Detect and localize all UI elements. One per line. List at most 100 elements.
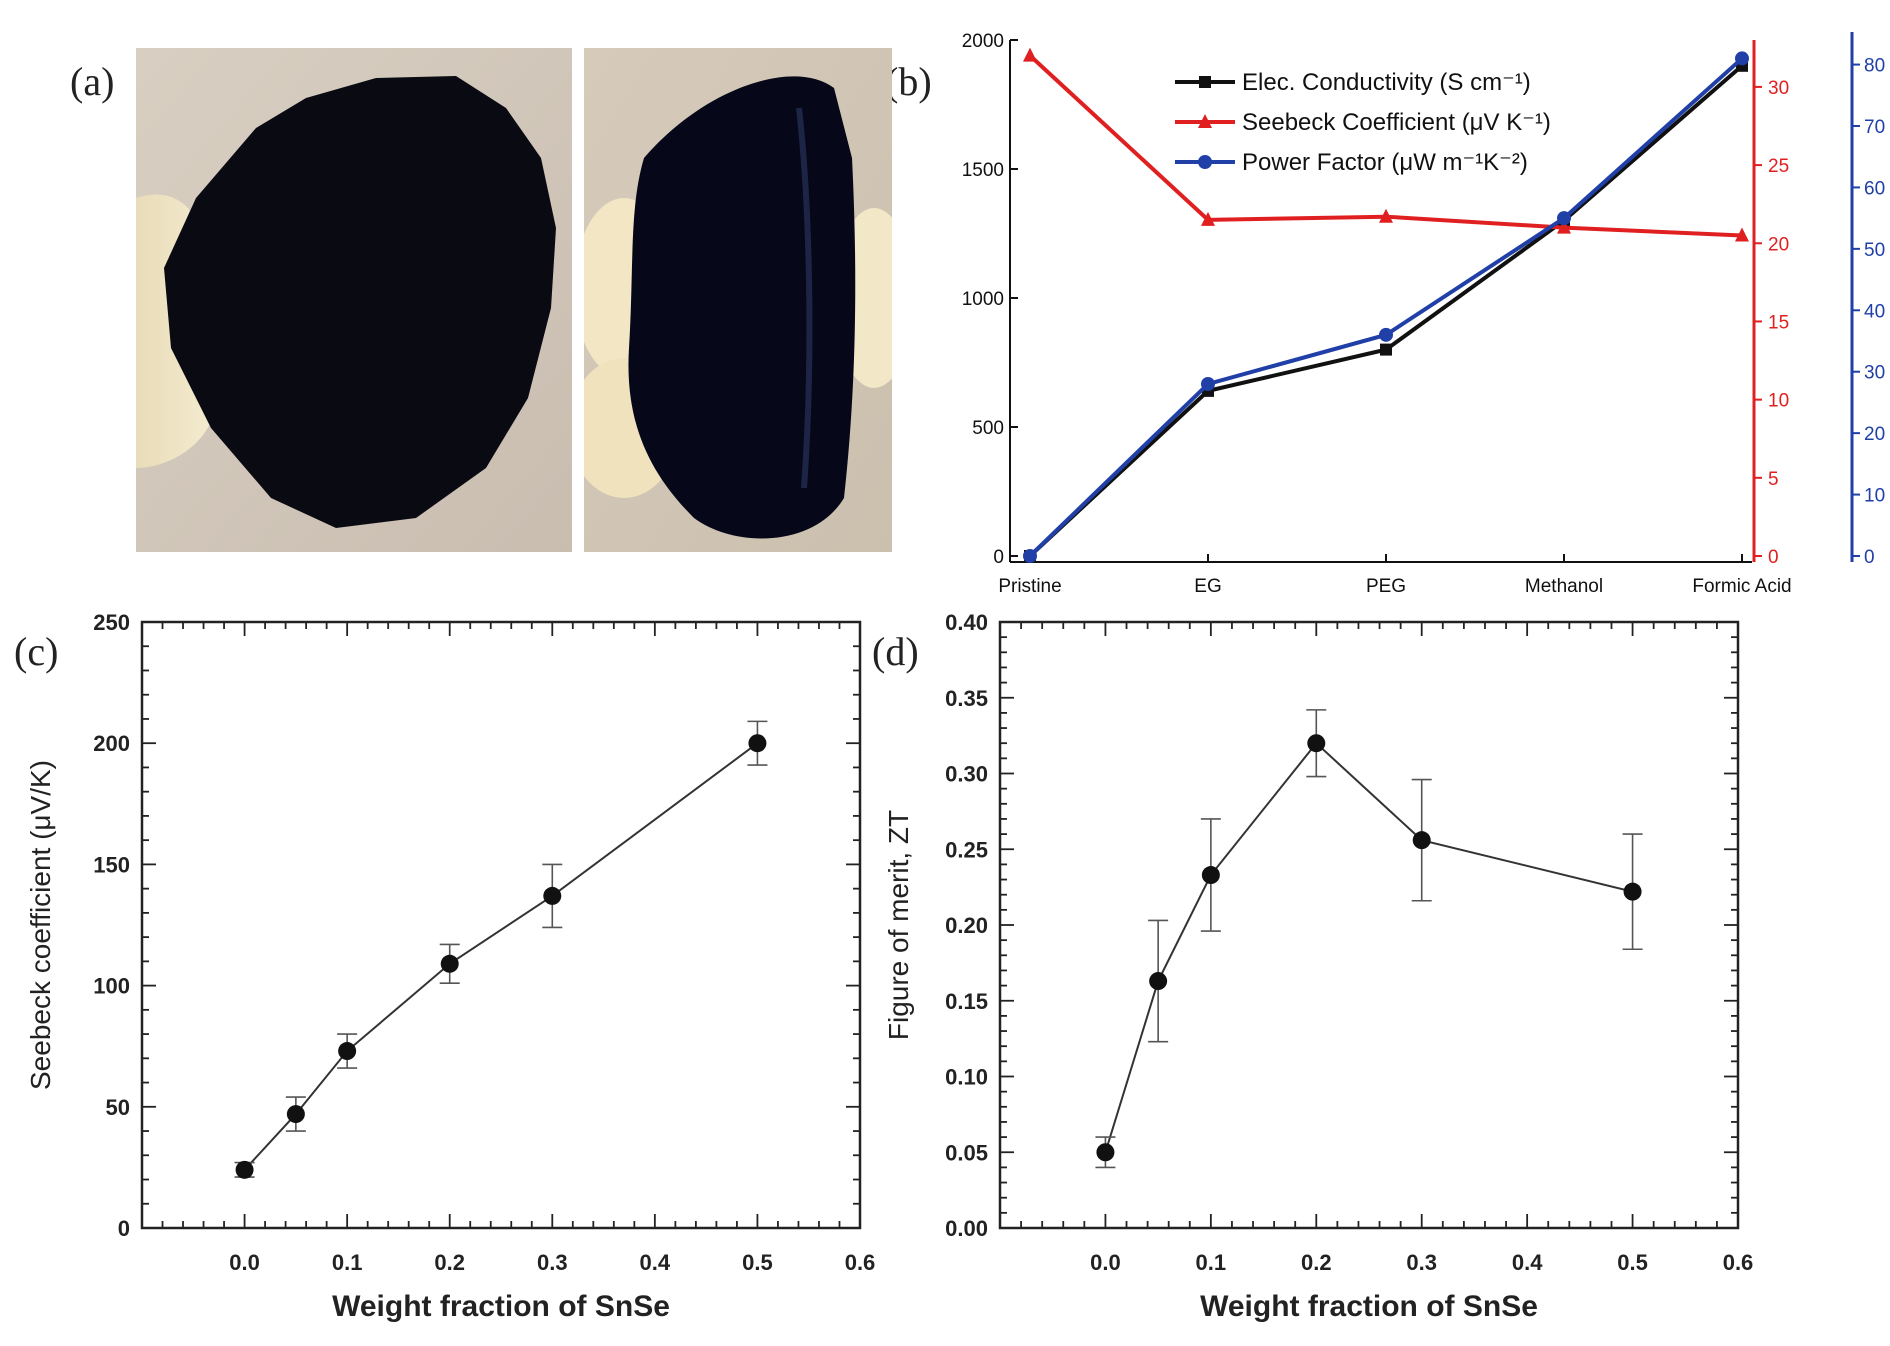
b-left-tick-label: 1500: [962, 160, 1004, 181]
d-data-point: [1412, 831, 1431, 850]
panel-a-label: (a): [70, 59, 115, 104]
d-data-point: [1623, 882, 1642, 901]
b-right1-tick-label: 10: [1768, 391, 1789, 412]
b-category-label: PEG: [1366, 576, 1406, 597]
b-point: [1379, 208, 1393, 223]
c-data-point: [440, 954, 459, 973]
b-point: [1023, 47, 1037, 62]
b-point: [1201, 211, 1215, 226]
d-y-tick-label: 0.20: [945, 913, 988, 938]
d-x-tick-label: 0.1: [1196, 1250, 1227, 1275]
c-x-tick-label: 0.6: [845, 1250, 876, 1275]
c-data-point: [286, 1105, 305, 1124]
d-x-axis-title: Weight fraction of SnSe: [1200, 1290, 1538, 1323]
b-legend-label: Elec. Conductivity (S cm⁻¹): [1242, 69, 1531, 96]
d-x-tick-label: 0.0: [1090, 1250, 1121, 1275]
c-y-tick-label: 150: [93, 852, 130, 877]
panel-b-label: (b): [885, 59, 932, 104]
photo-film-bent: [584, 48, 892, 552]
d-y-tick-label: 0.30: [945, 762, 988, 787]
c-data-point: [338, 1042, 357, 1061]
b-legend-label: Seebeck Coefficient (μV K⁻¹): [1242, 109, 1551, 136]
b-right1-tick-label: 5: [1768, 469, 1779, 490]
b-point: [1379, 327, 1393, 342]
b-point: [1201, 377, 1215, 391]
b-left-tick-label: 2000: [962, 31, 1004, 52]
d-x-tick-label: 0.4: [1512, 1250, 1543, 1275]
d-data-point: [1149, 972, 1168, 991]
c-y-tick-label: 100: [93, 974, 130, 999]
b-legend-marker: [1199, 76, 1211, 88]
c-data-point: [543, 886, 562, 905]
c-x-tick-label: 0.5: [742, 1250, 773, 1275]
photo-film-flat: [136, 48, 572, 552]
b-category-label: Methanol: [1525, 576, 1603, 597]
panel-c-label: (c): [14, 629, 59, 674]
c-y-tick-label: 50: [106, 1095, 130, 1120]
d-y-tick-label: 0.15: [945, 989, 988, 1014]
c-series-line: [243, 742, 759, 1171]
b-right2-tick-label: 10: [1864, 486, 1885, 507]
b-category-label: EG: [1194, 576, 1221, 597]
b-left-tick-label: 500: [972, 418, 1004, 439]
c-y-tick-label: 0: [118, 1216, 130, 1241]
c-x-axis-title: Weight fraction of SnSe: [332, 1290, 670, 1323]
b-right2-tick-label: 80: [1864, 56, 1885, 77]
d-y-tick-label: 0.10: [945, 1065, 988, 1090]
b-right2-tick-label: 50: [1864, 240, 1885, 261]
c-y-tick-label: 250: [93, 610, 130, 635]
d-y-tick-label: 0.00: [945, 1216, 988, 1241]
c-x-tick-label: 0.1: [332, 1250, 363, 1275]
b-point: [1557, 211, 1571, 226]
b-right2-tick-label: 0: [1864, 547, 1875, 568]
c-y-axis-title: Seebeck coefficient (μV/K): [25, 760, 56, 1090]
b-point: [1023, 549, 1037, 563]
c-x-tick-label: 0.3: [537, 1250, 568, 1275]
b-left-tick-label: 1000: [962, 289, 1004, 310]
b-point: [1735, 227, 1749, 242]
b-right2-tick-label: 20: [1864, 424, 1885, 445]
b-point: [1380, 343, 1392, 356]
d-data-point: [1096, 1143, 1115, 1162]
b-right1-tick-label: 30: [1768, 78, 1789, 99]
c-x-tick-label: 0.2: [434, 1250, 465, 1275]
d-data-point: [1307, 734, 1326, 753]
b-right1-tick-label: 0: [1768, 547, 1779, 568]
b-point: [1735, 51, 1749, 66]
c-x-tick-label: 0.0: [229, 1250, 260, 1275]
d-y-tick-label: 0.05: [945, 1140, 988, 1165]
b-legend-marker: [1198, 155, 1212, 169]
d-x-tick-label: 0.6: [1723, 1250, 1754, 1275]
b-series-line: [1028, 64, 1744, 558]
d-x-tick-label: 0.2: [1301, 1250, 1332, 1275]
c-x-tick-label: 0.4: [640, 1250, 671, 1275]
d-data-point: [1201, 866, 1220, 885]
c-plot-frame: [140, 620, 862, 1230]
b-legend-label: Power Factor (μW m⁻¹K⁻²): [1242, 149, 1528, 176]
b-category-label: Formic Acid: [1692, 576, 1791, 597]
b-point: [1557, 219, 1571, 234]
chart-b: 0 500 1000 1500 2000 0 5 10 15 20 25 30 0 10 20 30 40 50 6…: [962, 31, 1885, 597]
d-x-tick-label: 0.5: [1617, 1250, 1648, 1275]
d-y-tick-label: 0.40: [945, 610, 988, 635]
b-right2-tick-label: 70: [1864, 117, 1885, 138]
d-y-tick-label: 0.35: [945, 686, 988, 711]
c-data-point: [235, 1160, 254, 1179]
b-right2-tick-label: 40: [1864, 301, 1885, 322]
d-y-axis-title: Figure of merit, ZT: [883, 810, 914, 1040]
d-series-line: [1104, 741, 1633, 1153]
b-right2-tick-label: 30: [1864, 363, 1885, 384]
c-data-point: [748, 734, 767, 753]
c-y-tick-label: 200: [93, 731, 130, 756]
b-right2-tick-label: 60: [1864, 178, 1885, 199]
b-right1-tick-label: 25: [1768, 156, 1789, 177]
b-category-label: Pristine: [998, 576, 1061, 597]
b-legend-marker: [1198, 114, 1212, 128]
panel-d-label: (d): [872, 629, 919, 674]
d-y-tick-label: 0.25: [945, 837, 988, 862]
b-right1-tick-label: 15: [1768, 312, 1789, 333]
b-right1-tick-label: 20: [1768, 234, 1789, 255]
chart-c: 0.0 0.1 0.2 0.3 0.4 0.5 0.6 0 50 100 150 200 250 Wei…: [25, 610, 876, 1323]
d-x-tick-label: 0.3: [1406, 1250, 1437, 1275]
chart-d: 0.0 0.1 0.2 0.3 0.4 0.5 0.6 0.00 0.05 0.10 0.15 0.2…: [883, 610, 1754, 1323]
